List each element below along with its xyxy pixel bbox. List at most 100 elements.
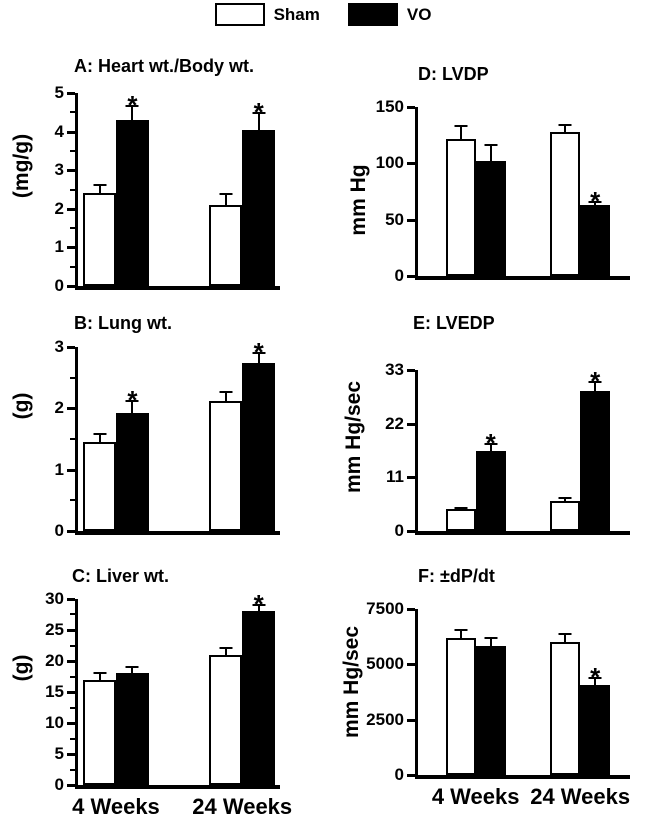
y-minor-tick [70,613,75,616]
bar-sham-24-weeks [550,642,581,775]
error-bar-cap [588,381,602,384]
y-tick [67,598,75,601]
y-tick-label: 150 [375,97,404,116]
error-bar-cap [93,432,106,435]
error-bar [98,671,101,680]
y-tick-label: 10 [45,712,64,732]
y-tick-label: 3 [54,160,64,180]
bar-sham-4-weeks [83,679,116,785]
error-bar [131,665,134,674]
error-bar-cap [219,391,233,394]
y-tick-label: 30 [45,589,64,608]
y-tick [407,476,415,480]
y-minor-tick [70,438,75,440]
plot-area: 0 2500 5000 7500 * 4 Weeks 24 Weeks [366,599,630,809]
y-tick [407,530,415,533]
bar-vo-24-weeks [580,390,611,531]
y-tick [407,422,415,426]
x-axis-label: 24 Weeks [192,794,293,819]
y-tick [67,246,75,250]
bar-vo-24-weeks [580,205,611,276]
error-bar [257,603,260,612]
bar-sham-4-weeks [445,637,476,775]
error-bar [224,646,227,655]
y-minor-tick [70,499,75,502]
y-tick-label: 0 [394,266,404,285]
y-tick-label: 2 [54,198,64,218]
y-tick-label: 0 [54,775,64,794]
y-tick [67,659,75,663]
y-minor-tick [70,188,75,191]
error-bar-cap [484,636,498,639]
sham-swatch [214,3,265,26]
error-bar-cap [219,193,233,196]
y-tick-label: 0 [394,765,404,784]
legend: Sham VO [0,3,646,26]
y-tick-label: 0 [54,521,64,540]
error-bar-cap [454,125,468,128]
y-minor-tick [70,149,75,152]
y-tick-label: 1 [54,237,64,257]
x-axis-label: 4 Weeks [72,794,160,819]
y-tick [407,718,415,722]
error-bar-cap [252,603,266,606]
y-tick [67,92,75,95]
error-bar-cap [125,400,139,403]
error-bar [98,183,101,194]
panel-e-lvedp: E: LVEDP mm Hg/sec 0 11 22 33 * * [323,300,646,545]
panel-title: E: LVEDP [413,313,495,333]
y-tick-label: 100 [375,153,404,173]
legend-item-sham: Sham [214,3,320,26]
x-axis-label: 4 Weeks [431,784,520,809]
error-bar [489,144,492,162]
error-bar [224,391,227,401]
error-bar [489,443,492,451]
y-tick [67,691,75,694]
panel-c-liver-wt: C: Liver wt. (g) 0 5 10 15 20 25 30 * 4 Weeks 24 … [0,545,323,821]
plot-area: 0 50 100 150 * [376,97,630,285]
panel-a-heart-wt-body-wt: A: Heart wt./Body wt. (mg/g) 0 1 2 3 4 5 * * [0,40,323,300]
error-bar-cap [125,104,139,107]
y-tick [67,285,75,288]
legend-label-vo: VO [406,4,432,24]
error-bar [459,629,462,638]
y-tick [407,608,415,611]
y-minor-tick [70,111,75,114]
y-tick-label: 1 [54,459,64,479]
y-minor-tick [70,376,75,379]
error-bar-cap [93,183,106,186]
error-bar-cap [93,671,106,674]
y-tick [407,663,415,667]
panel-d-lvdp: D: LVDP mm Hg 0 50 100 150 * [323,40,646,300]
error-bar [594,381,597,391]
y-minor-tick [70,265,75,268]
x-axis-label: 24 Weeks [530,784,631,809]
plot-area: 0 5 10 15 20 25 30 * 4 Weeks 24 Weeks [45,589,292,819]
y-minor-tick [70,227,75,230]
error-bar-cap [252,112,266,115]
error-bar-cap [588,676,602,679]
panel-title: C: Liver wt. [72,566,170,586]
error-bar-cap [558,633,572,636]
error-bar-cap [558,496,572,499]
y-tick-label: 2 [54,398,64,418]
significance-asterisk: * [590,185,601,216]
y-tick [407,369,415,372]
bar-vo-4-weeks [115,120,149,286]
error-bar [459,125,462,139]
panel-title: A: Heart wt./Body wt. [74,56,255,76]
error-bar-cap [252,351,266,354]
bar-sham-4-weeks [83,193,116,286]
y-tick [67,784,75,787]
y-tick-label: 7500 [366,599,404,618]
y-tick-label: 5 [54,83,64,102]
plot-area: 0 1 2 3 * * [55,337,280,540]
y-tick-label: 2500 [366,709,404,729]
y-tick-label: 0 [54,276,64,295]
y-tick [67,753,75,756]
error-bar-cap [588,200,602,203]
y-tick [67,169,75,173]
bar-sham-24-weeks [550,501,581,531]
significance-asterisk: * [253,97,264,128]
error-bar-cap [454,507,468,510]
